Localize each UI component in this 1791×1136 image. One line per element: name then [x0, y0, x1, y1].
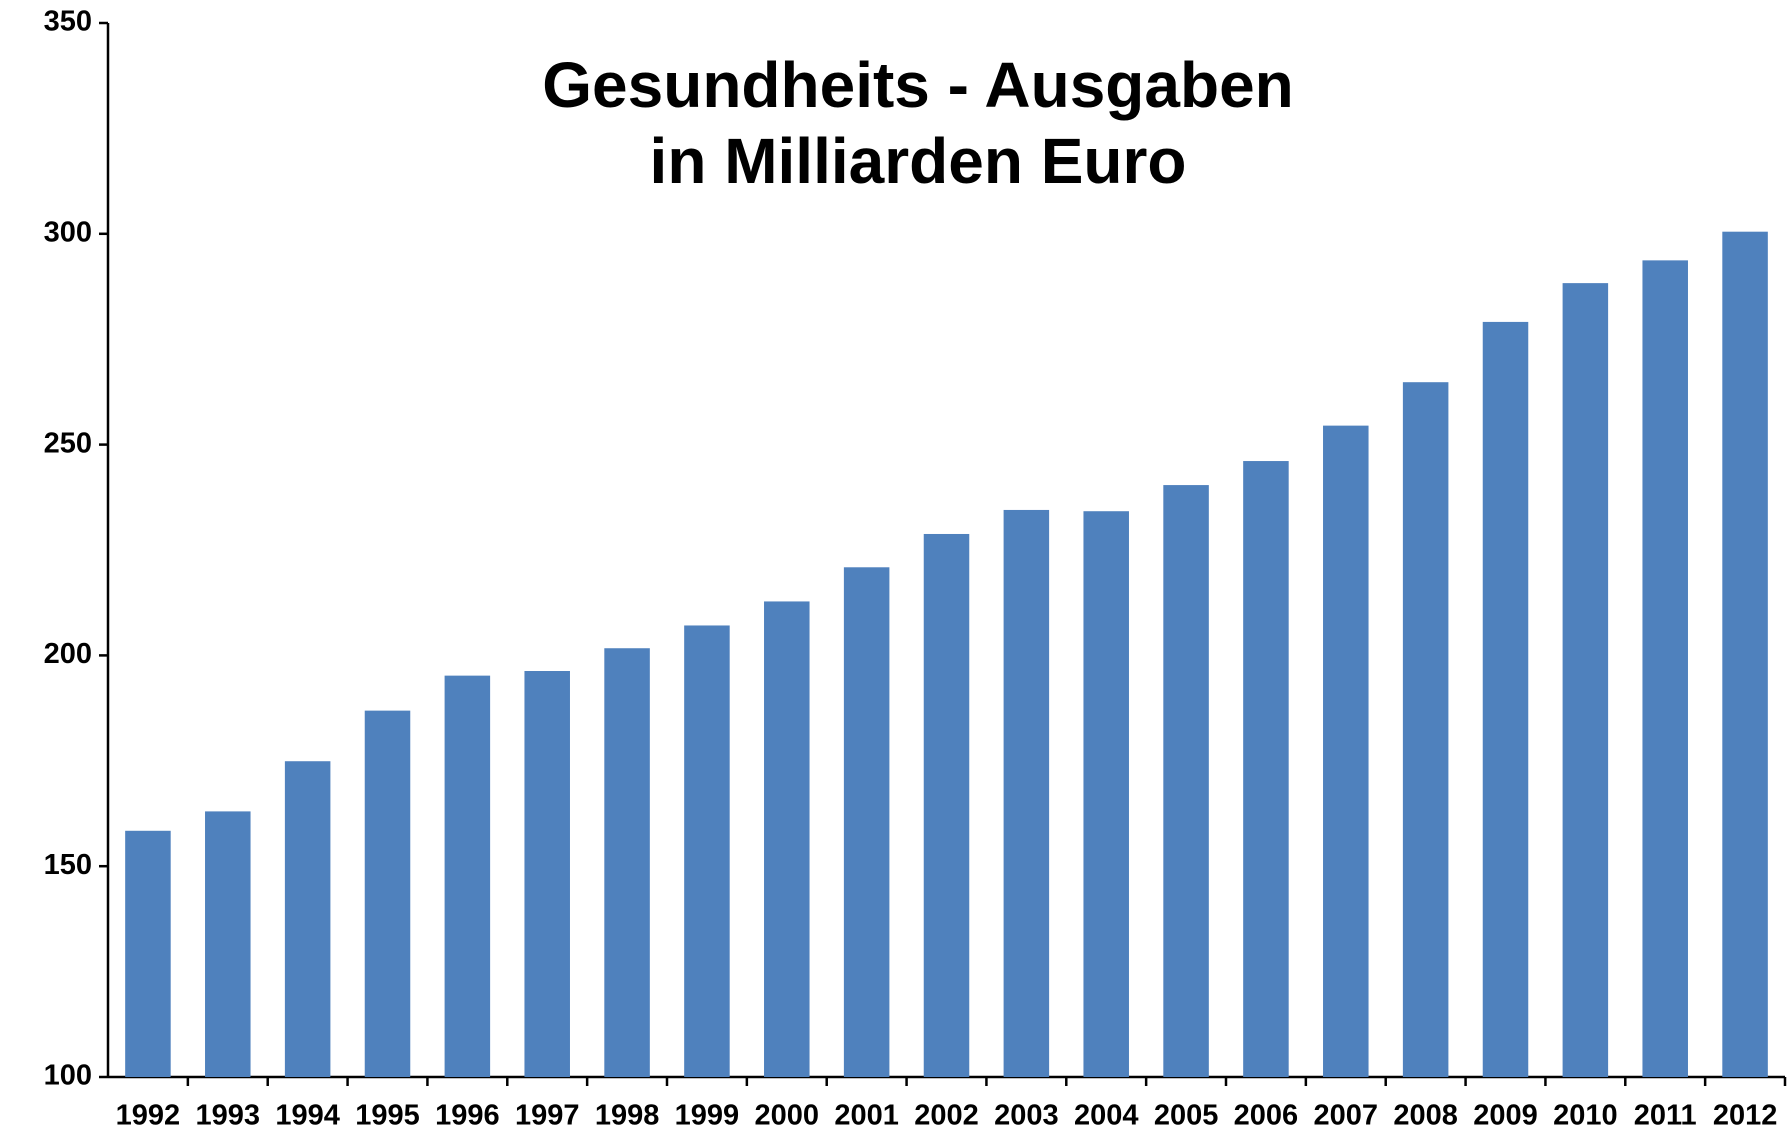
y-tick-label: 250 — [44, 427, 92, 459]
x-tick-label: 2004 — [1074, 1100, 1139, 1132]
y-tick-label: 350 — [44, 6, 92, 38]
bar — [1562, 283, 1609, 1077]
bar — [1003, 509, 1050, 1077]
x-tick-label: 1993 — [196, 1100, 261, 1132]
x-tick-label: 2010 — [1553, 1100, 1618, 1132]
x-tick-label: 2006 — [1234, 1100, 1299, 1132]
bar — [923, 533, 970, 1077]
x-tick-label: 2002 — [914, 1100, 979, 1132]
x-tick-label: 2001 — [834, 1100, 899, 1132]
bar — [205, 811, 251, 1077]
y-tick-label: 200 — [44, 638, 92, 670]
bar — [1083, 511, 1129, 1078]
x-tick-label: 1994 — [275, 1100, 340, 1132]
x-tick-label: 1999 — [675, 1100, 740, 1132]
bar — [604, 648, 650, 1077]
x-tick-label: 2007 — [1314, 1100, 1379, 1132]
bar — [444, 675, 491, 1077]
chart-title: in Milliarden Euro — [650, 125, 1187, 197]
y-tick-label: 300 — [44, 216, 92, 248]
x-tick-label: 1998 — [595, 1100, 660, 1132]
x-tick-label: 2011 — [1634, 1100, 1697, 1132]
bar — [764, 601, 810, 1077]
bar — [1482, 321, 1529, 1077]
bar — [684, 625, 730, 1077]
x-tick-label: 1997 — [515, 1100, 580, 1132]
x-tick-label: 2012 — [1713, 1100, 1778, 1132]
y-tick-label: 150 — [44, 849, 92, 881]
bar — [1323, 425, 1369, 1077]
bar — [284, 761, 331, 1077]
bar — [1722, 231, 1768, 1077]
x-tick-label: 1992 — [116, 1100, 181, 1132]
x-tick-label: 2000 — [755, 1100, 820, 1132]
bar — [1163, 485, 1209, 1077]
bar — [1402, 382, 1449, 1077]
y-tick-label: 100 — [44, 1060, 92, 1092]
bar — [364, 710, 411, 1077]
x-tick-label: 2003 — [994, 1100, 1059, 1132]
bar — [524, 670, 570, 1077]
bar — [125, 830, 171, 1077]
x-tick-label: 2008 — [1393, 1100, 1458, 1132]
bar — [1243, 461, 1289, 1078]
x-tick-label: 2009 — [1473, 1100, 1538, 1132]
bar — [1642, 260, 1688, 1077]
x-tick-label: 2005 — [1154, 1100, 1219, 1132]
x-tick-label: 1996 — [435, 1100, 500, 1132]
x-tick-label: 1995 — [355, 1100, 420, 1132]
chart-title: Gesundheits - Ausgaben — [542, 49, 1294, 121]
bar — [843, 567, 890, 1077]
